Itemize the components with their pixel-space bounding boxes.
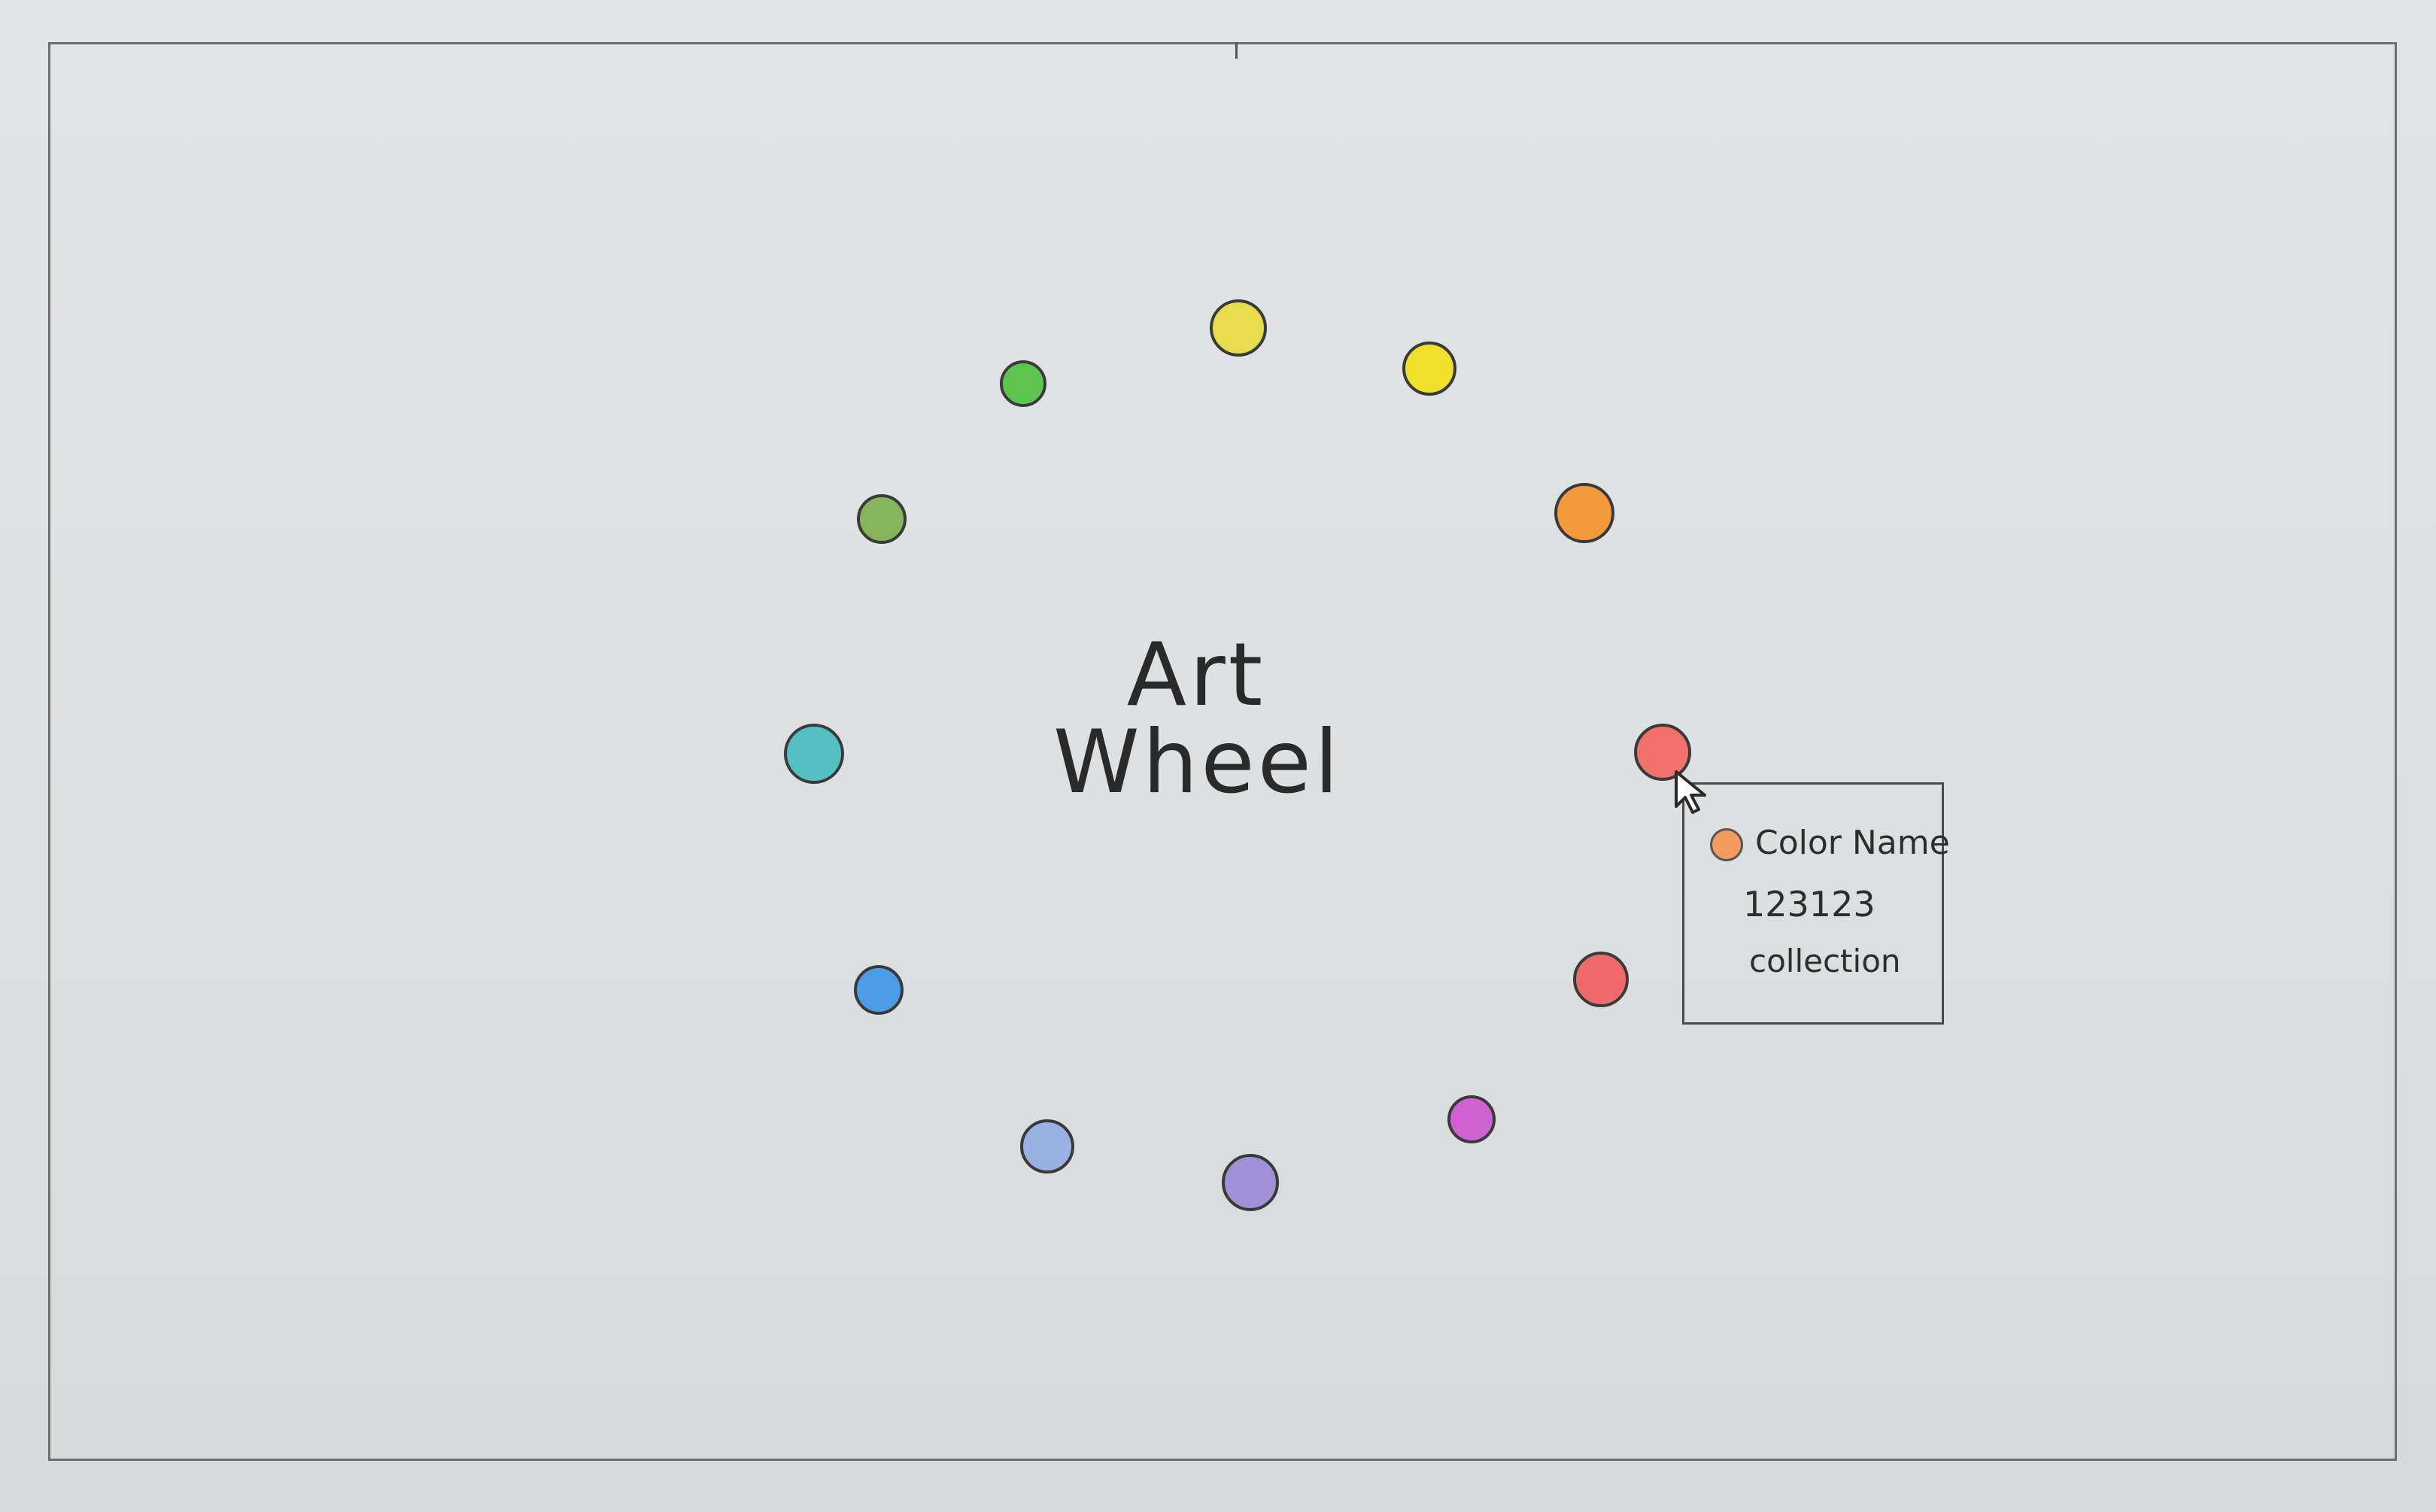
screen-frame — [48, 42, 2397, 1461]
color-swatch-11[interactable] — [857, 494, 907, 544]
color-swatch-7[interactable] — [1222, 1154, 1279, 1211]
color-swatch-9[interactable] — [854, 965, 904, 1015]
app-title: Art Wheel — [1053, 632, 1339, 806]
tooltip-collection: collection — [1749, 943, 1901, 979]
color-swatch-12[interactable] — [1000, 360, 1046, 407]
tooltip-color-name: Color Name — [1755, 824, 1950, 862]
color-swatch-1[interactable] — [1210, 299, 1267, 357]
color-swatch-5[interactable] — [1573, 952, 1629, 1007]
color-swatch-2[interactable] — [1402, 342, 1456, 396]
color-swatch-4[interactable] — [1634, 724, 1691, 781]
tooltip-color-swatch — [1710, 828, 1743, 861]
tooltip-color-code: 123123 — [1743, 884, 1876, 925]
title-line-art: Art — [1126, 624, 1266, 726]
color-swatch-6[interactable] — [1447, 1095, 1496, 1143]
color-swatch-3[interactable] — [1554, 483, 1614, 543]
cursor-arrow-icon — [1675, 770, 1706, 814]
color-tooltip: Color Name 123123 collection — [1682, 782, 1950, 1025]
color-swatch-10[interactable] — [784, 724, 844, 784]
screen-top-tick — [1235, 42, 1238, 59]
title-line-wheel: Wheel — [1053, 712, 1342, 813]
color-swatch-8[interactable] — [1020, 1119, 1074, 1173]
